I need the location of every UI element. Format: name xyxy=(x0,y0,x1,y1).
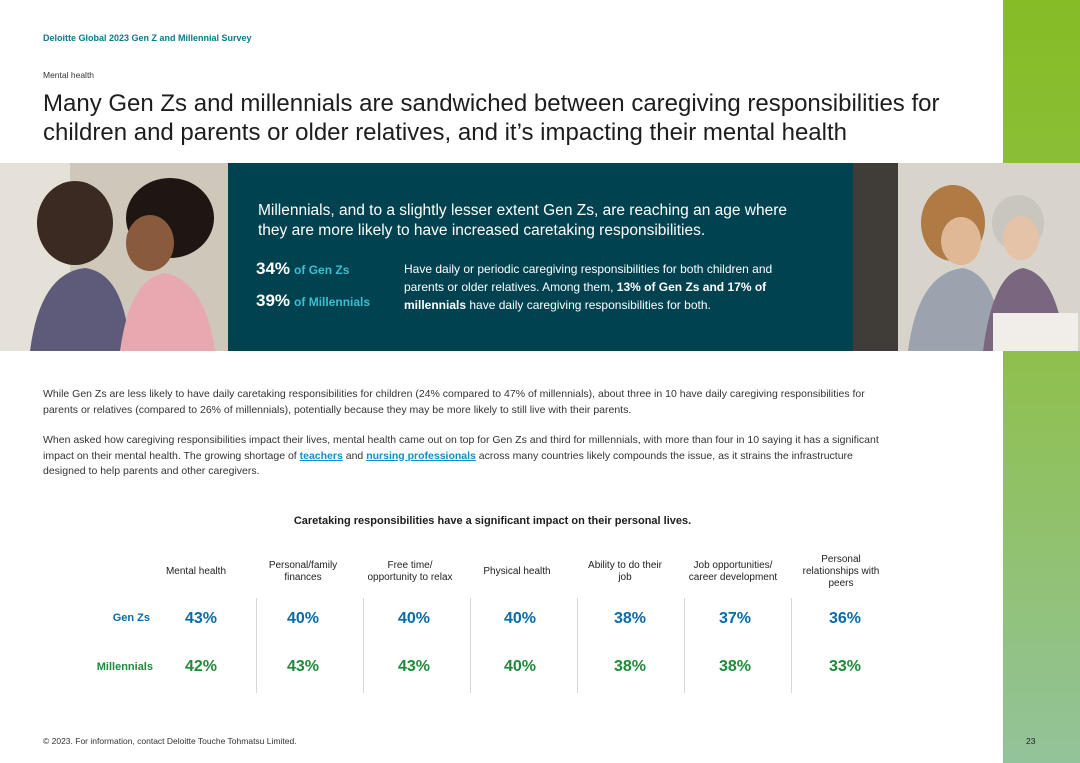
table-cell: 33% xyxy=(828,658,862,675)
column-header: Ability to do their job xyxy=(588,560,662,583)
column-header: Personal/family finances xyxy=(268,560,338,583)
paragraph-impact: When asked how caregiving responsibiliti… xyxy=(43,433,893,480)
stat-gen-z: 34% of Gen Zs xyxy=(256,259,349,279)
paragraph-text: When asked how caregiving responsibiliti… xyxy=(43,434,879,462)
stat-millennials: 39% of Millennials xyxy=(256,291,370,311)
column-header: Physical health xyxy=(483,566,551,577)
link-teachers[interactable]: teachers xyxy=(299,449,343,462)
column-divider xyxy=(363,598,364,693)
stat-label: of Millennials xyxy=(294,295,371,309)
table-cell: 38% xyxy=(613,658,647,675)
stats-banner: Millennials, and to a slightly lesser ex… xyxy=(0,163,1080,351)
report-header: Deloitte Global 2023 Gen Z and Millennia… xyxy=(43,33,252,43)
column-divider xyxy=(470,598,471,693)
stat-value: 39% xyxy=(256,291,291,310)
footer-copyright: © 2023. For information, contact Deloitt… xyxy=(43,736,297,746)
table-cell: 43% xyxy=(184,610,218,627)
table-cell: 40% xyxy=(503,610,537,627)
stat-value: 34% xyxy=(256,259,291,278)
page-title: Many Gen Zs and millennials are sandwich… xyxy=(43,90,940,146)
table-cell: 43% xyxy=(286,658,320,675)
table-cell: 37% xyxy=(718,610,752,627)
desc-highlight: 13% of Gen Zs and 17% of millennials xyxy=(404,280,767,312)
section-label: Mental health xyxy=(43,70,95,80)
stats-panel: Millennials, and to a slightly lesser ex… xyxy=(228,163,853,351)
photo-women-laptop xyxy=(853,163,1080,351)
table-cell: 40% xyxy=(397,610,431,627)
banner-description: Have daily or periodic caregiving respon… xyxy=(404,260,804,314)
column-divider xyxy=(577,598,578,693)
column-header: Free time/ opportunity to relax xyxy=(367,560,453,583)
desc-text: have daily caregiving responsibilities f… xyxy=(466,298,711,312)
table-cell: 38% xyxy=(718,658,752,675)
row-label-gen-z: Gen Zs xyxy=(112,612,150,624)
table-cell: 40% xyxy=(286,610,320,627)
table-cell: 40% xyxy=(503,658,537,675)
column-divider xyxy=(791,598,792,693)
stat-label: of Gen Zs xyxy=(294,263,350,277)
column-header: Job opportunities/ career development xyxy=(688,560,778,583)
link-nursing-professionals[interactable]: nursing professionals xyxy=(366,449,476,462)
paragraph-text: and xyxy=(342,449,367,462)
side-accent-bar xyxy=(1003,0,1080,763)
column-divider xyxy=(256,598,257,693)
paragraph-intro: While Gen Zs are less likely to have dai… xyxy=(43,388,865,416)
table-cell: 42% xyxy=(184,658,218,675)
desc-text: Have daily or periodic caregiving respon… xyxy=(404,262,773,294)
photo-father-child xyxy=(0,163,228,351)
column-divider xyxy=(684,598,685,693)
column-header: Personal relationships with peers xyxy=(802,554,880,589)
table-cell: 36% xyxy=(828,610,862,627)
table-title: Caretaking responsibilities have a signi… xyxy=(293,515,692,527)
page-number: 23 xyxy=(1026,736,1036,746)
paragraph-text: across many countries likely compounds t… xyxy=(43,449,853,478)
column-header: Mental health xyxy=(165,566,227,577)
row-label-millennials: Millennials xyxy=(96,661,153,673)
table-cell: 43% xyxy=(397,658,431,675)
table-cell: 38% xyxy=(613,610,647,627)
banner-headline: Millennials, and to a slightly lesser ex… xyxy=(258,202,788,239)
